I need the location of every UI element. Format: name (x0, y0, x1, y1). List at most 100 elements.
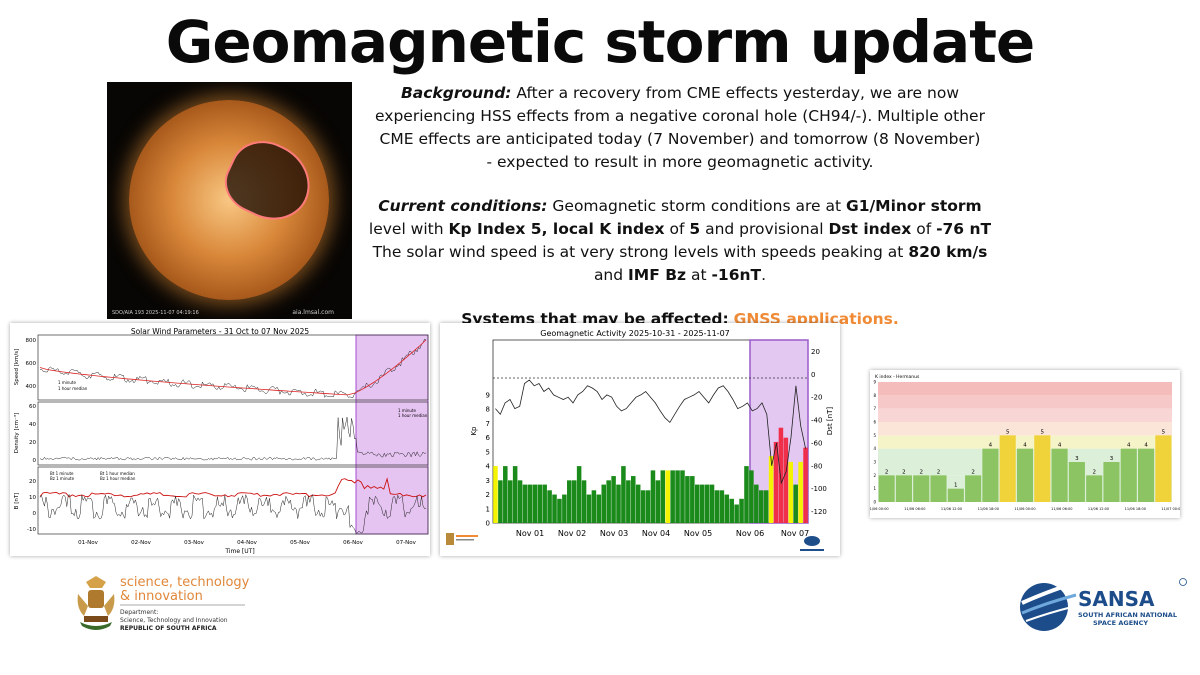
sansa-line-1: SOUTH AFRICAN NATIONAL (1078, 611, 1177, 619)
dst-line (495, 379, 806, 485)
solar-wind-svg: Solar Wind Parameters - 31 Oct to 07 Nov… (13, 327, 429, 555)
wind-text: and (593, 266, 629, 284)
conditions-label: Current conditions: (378, 197, 548, 215)
k-y-tick: 5 (873, 433, 876, 438)
kp-bar (694, 484, 700, 523)
bt-trace (39, 477, 427, 498)
solar-wind-paragraph: The solar wind speed is at very strong l… (360, 241, 1000, 287)
kp-bar (581, 480, 587, 523)
k-bar (1034, 435, 1051, 502)
kp-bar (803, 447, 808, 523)
kp-bar (527, 484, 533, 523)
kp-bars (493, 427, 808, 523)
kp-bar (719, 490, 725, 523)
k-band (878, 435, 1172, 449)
k-x-tick: 11/06 00:00 (1014, 507, 1035, 511)
kp-bar (670, 470, 675, 523)
x-tick: Nov 07 (781, 529, 809, 538)
b-legend-item: Bz 1 minute (50, 476, 75, 481)
b-tick: 10 (29, 495, 36, 501)
conditions-text: level with (368, 220, 449, 238)
k-y-tick: 0 (873, 500, 876, 505)
kp-bar (734, 504, 739, 523)
k-index-title: K index - Hermanus (875, 374, 920, 380)
kp-bar (768, 456, 774, 523)
k-bar-label: 4 (1058, 443, 1062, 449)
wind-text: at (686, 266, 712, 284)
b-tick: 0 (33, 511, 37, 517)
kp-bar (729, 498, 734, 523)
dst-tick: 20 (811, 348, 820, 356)
kp-bar (788, 461, 794, 523)
density-ylabel: Density [cm⁻³] (13, 413, 20, 453)
k-bar-label: 4 (1127, 443, 1131, 449)
b-panel (37, 466, 429, 535)
kp-bar (606, 480, 611, 523)
kp-bar (665, 470, 670, 523)
sansa-line-2: SPACE AGENCY (1093, 619, 1148, 627)
dst-tick: -60 (811, 439, 822, 447)
k-x-tick: 11/07 00:00 (1161, 507, 1180, 511)
page-title: Geomagnetic storm update (165, 8, 1036, 76)
sansa-wordmark: SANSA (1078, 587, 1155, 611)
kp-chart-logo-right (800, 536, 824, 551)
kp-bar (635, 484, 641, 523)
density-trace (39, 417, 427, 461)
kp-bar (699, 484, 705, 523)
sun-image: SDO/AIA 193 2025-11-07 04:19:16 aia.lmsa… (107, 82, 352, 319)
kp-bar (778, 427, 784, 523)
k-bar-label: 5 (1041, 429, 1045, 435)
kp-bar (749, 470, 754, 523)
logo-line-1: science, technology (120, 575, 250, 590)
k-bar (913, 475, 930, 502)
k-bar (965, 475, 982, 502)
kp-svg: Geomagnetic Activity 2025-10-31 - 2025-1… (446, 329, 834, 551)
k-bar (1068, 462, 1085, 502)
logo-line-3: Department: (120, 609, 158, 616)
dst-tick: -100 (811, 485, 827, 493)
k-x-tick: 11/06 06:00 (904, 507, 925, 511)
imf-bz-label: IMF Bz (628, 266, 687, 284)
k-bar-label: 4 (1144, 443, 1148, 449)
kp-tick: 7 (486, 420, 490, 428)
dst-value: -76 nT (936, 220, 992, 238)
kp-bar (562, 494, 567, 523)
speed-tick: 800 (26, 338, 37, 344)
kp-bar (557, 498, 562, 523)
b-legend-item: Bz 1 hour median (100, 476, 136, 481)
k-x-tick: 11/06 06:00 (1051, 507, 1072, 511)
kp-bar (586, 494, 592, 523)
sansa-globe-icon (1020, 581, 1077, 631)
sun-image-caption: SDO/AIA 193 2025-11-07 04:19:16 (112, 310, 199, 316)
kp-ylabel: Kp (470, 426, 478, 436)
kp-bar (571, 480, 577, 523)
kp-tick: 8 (486, 406, 490, 414)
k-index-bars: 2 2 2 2 1 2 4 5 4 5 4 3 2 3 4 4 5 (878, 429, 1172, 502)
kp-bar (660, 470, 666, 523)
x-tick: Nov 03 (600, 529, 628, 538)
kp-bar (690, 476, 695, 523)
k-band (878, 408, 1172, 422)
speed-panel (37, 334, 429, 401)
k-y-tick: 7 (873, 406, 876, 411)
dst-tick: -20 (811, 394, 822, 402)
k-bar (1086, 475, 1103, 502)
density-legend-item: 1 minute (398, 408, 416, 413)
density-tick: 40 (29, 422, 36, 428)
kp-bar (498, 480, 503, 523)
solar-wind-plots (39, 338, 427, 534)
kp-bar (685, 476, 690, 523)
k-y-tick: 1 (873, 486, 876, 491)
logo-line-5: REPUBLIC OF SOUTH AFRICA (120, 625, 217, 632)
dst-tick: -80 (811, 462, 822, 470)
k-bar-label: 3 (1075, 456, 1079, 462)
x-axis-label: Time [UT] (224, 548, 254, 555)
sansa-logo: SANSA SOUTH AFRICAN NATIONAL SPACE AGENC… (1018, 577, 1188, 637)
kp-bar (616, 484, 621, 523)
speed-legend-item: 1 hour median (58, 386, 88, 391)
kp-bar (547, 490, 552, 523)
kp-bar (537, 484, 543, 523)
kp-bar (773, 441, 779, 523)
k-x-tick: 11/06 12:00 (941, 507, 962, 511)
x-tick: 06-Nov (343, 540, 363, 546)
